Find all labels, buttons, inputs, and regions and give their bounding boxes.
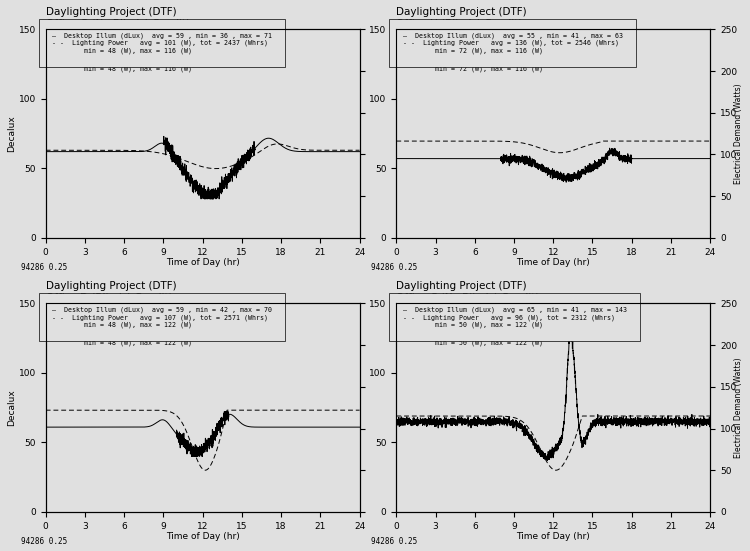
Text: Daylighting Project (DTF)
Office H (Blinds) Conditions: Daylighting Project (DTF) Office H (Blin…	[396, 7, 540, 29]
Text: min = 50 (W), max = 122 (W): min = 50 (W), max = 122 (W)	[403, 340, 542, 347]
Y-axis label: Decalux: Decalux	[7, 390, 16, 426]
Text: Daylighting Project (DTF)
Office G (No Blinds) Conditions: Daylighting Project (DTF) Office G (No B…	[46, 7, 207, 29]
X-axis label: Time of Day (hr): Time of Day (hr)	[517, 532, 590, 541]
Text: - -  Lighting Power   avg = 136 (W), tot = 2546 (Whrs): - - Lighting Power avg = 136 (W), tot = …	[403, 49, 619, 56]
X-axis label: Time of Day (hr): Time of Day (hr)	[166, 258, 239, 267]
Text: min = 48 (W), max = 116 (W): min = 48 (W), max = 116 (W)	[52, 66, 192, 72]
Y-axis label: Electrical Demand (Watts): Electrical Demand (Watts)	[734, 83, 743, 184]
Text: —  Desktop Illum (dLux)  avg = 59 , min = 42 , max = 70
- -  Lighting Power   av: — Desktop Illum (dLux) avg = 59 , min = …	[52, 306, 272, 328]
Text: min = 72 (W), max = 116 (W): min = 72 (W), max = 116 (W)	[403, 66, 542, 72]
Text: —  Desktop Illum (dLux)  avg = 59 , min = 42 , max = 70: — Desktop Illum (dLux) avg = 59 , min = …	[52, 306, 272, 313]
Text: —  Desktop Illum (dLux)  avg = 55 , min = 41 , max = 63
- -  Lighting Power   av: — Desktop Illum (dLux) avg = 55 , min = …	[403, 33, 622, 54]
Text: 94286 0.25: 94286 0.25	[20, 537, 67, 546]
Text: min = 48 (W), max = 122 (W): min = 48 (W), max = 122 (W)	[52, 340, 192, 347]
Text: —  Desktop Illum (dLux)  avg = 65 , min = 41 , max = 143
- -  Lighting Power   a: — Desktop Illum (dLux) avg = 65 , min = …	[403, 306, 626, 328]
Y-axis label: Electrical Demand (Watts): Electrical Demand (Watts)	[734, 358, 743, 458]
Text: Daylighting Project (DTF)
Office D (Blinds) Conditions: Daylighting Project (DTF) Office D (Blin…	[46, 281, 190, 302]
Text: - -  Lighting Power   avg = 96 (W), tot = 2312 (Whrs): - - Lighting Power avg = 96 (W), tot = 2…	[403, 323, 614, 329]
Text: Daylighting Project (DTF)
Office C (No Blinds) Conditions: Daylighting Project (DTF) Office C (No B…	[396, 281, 557, 302]
Text: - -  Lighting Power   avg = 101 (W), tot = 2437 (Whrs): - - Lighting Power avg = 101 (W), tot = …	[52, 49, 268, 56]
Text: - -  Lighting Power   avg = 107 (W), tot = 2571 (Whrs): - - Lighting Power avg = 107 (W), tot = …	[52, 323, 268, 329]
Text: —  Desktop Illum (dLux)  avg = 59 , min = 36 , max = 71: — Desktop Illum (dLux) avg = 59 , min = …	[52, 33, 272, 39]
Text: 94286 0.25: 94286 0.25	[371, 263, 418, 272]
Y-axis label: Decalux: Decalux	[7, 115, 16, 152]
Text: —  Desktop Illum (dLux)  avg = 55 , min = 41 , max = 63: — Desktop Illum (dLux) avg = 55 , min = …	[403, 33, 622, 39]
Text: —  Desktop Illum (dLux)  avg = 65 , min = 41 , max = 143: — Desktop Illum (dLux) avg = 65 , min = …	[403, 306, 626, 313]
X-axis label: Time of Day (hr): Time of Day (hr)	[166, 532, 239, 541]
X-axis label: Time of Day (hr): Time of Day (hr)	[517, 258, 590, 267]
Text: 94286 0.25: 94286 0.25	[371, 537, 418, 546]
Text: 94286 0.25: 94286 0.25	[20, 263, 67, 272]
Text: —  Desktop Illum (dLux)  avg = 59 , min = 36 , max = 71
- -  Lighting Power   av: — Desktop Illum (dLux) avg = 59 , min = …	[52, 33, 272, 54]
